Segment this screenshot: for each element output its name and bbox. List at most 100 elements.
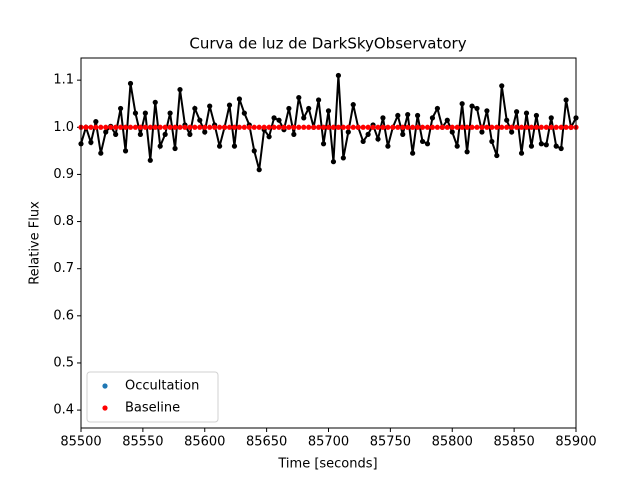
x-tick-label: 85600 — [184, 435, 225, 450]
x-tick-label: 85900 — [555, 435, 596, 450]
y-tick-label: 0.4 — [53, 403, 74, 418]
data-point — [474, 105, 480, 112]
data-point — [538, 141, 544, 147]
data-point — [568, 124, 574, 130]
data-point — [276, 117, 282, 123]
data-point — [345, 129, 351, 135]
data-point — [494, 124, 500, 130]
data-point — [484, 124, 490, 130]
data-point — [88, 139, 94, 145]
data-point — [528, 143, 535, 149]
data-point — [246, 124, 252, 130]
data-point — [177, 86, 183, 93]
data-point — [162, 131, 168, 137]
data-point — [167, 110, 173, 116]
data-point — [207, 103, 213, 109]
data-point — [454, 143, 460, 149]
data-point — [385, 124, 391, 130]
data-point — [464, 124, 470, 130]
data-point — [350, 102, 356, 108]
data-point — [415, 112, 421, 119]
data-point — [469, 103, 475, 109]
data-point — [113, 131, 119, 137]
data-point — [122, 148, 129, 154]
data-point — [553, 124, 559, 130]
data-point — [241, 124, 247, 130]
data-point — [563, 124, 569, 130]
data-point — [301, 124, 307, 130]
x-tick-label: 85650 — [246, 435, 287, 450]
data-point — [241, 110, 247, 116]
data-point — [98, 124, 104, 130]
data-point — [291, 124, 297, 130]
data-point — [286, 124, 292, 130]
data-point — [271, 124, 277, 130]
data-point — [390, 124, 396, 130]
data-point — [281, 124, 287, 130]
data-point — [231, 143, 238, 149]
data-point — [93, 124, 99, 130]
data-point — [410, 150, 416, 156]
data-point — [330, 159, 337, 165]
data-point — [474, 124, 480, 130]
data-point — [192, 124, 198, 130]
data-point — [88, 124, 94, 130]
data-point — [405, 111, 411, 118]
data-point — [177, 124, 183, 130]
data-point — [291, 131, 297, 137]
x-tick-label: 85850 — [493, 435, 534, 450]
data-point — [172, 124, 178, 130]
legend-box — [86, 371, 219, 423]
data-point — [142, 124, 148, 130]
data-point — [558, 145, 564, 152]
data-point — [504, 124, 510, 130]
data-point — [429, 115, 436, 121]
legend-marker — [102, 383, 108, 389]
data-point — [548, 115, 554, 121]
data-point — [122, 124, 129, 130]
data-point — [217, 143, 223, 149]
data-point — [479, 129, 485, 135]
data-point — [365, 124, 371, 130]
data-point — [464, 149, 470, 155]
data-point — [236, 96, 242, 102]
data-point — [514, 124, 520, 130]
data-point — [380, 115, 386, 121]
data-point — [93, 119, 99, 125]
data-point — [335, 124, 341, 130]
data-point — [415, 124, 421, 130]
data-point — [306, 105, 312, 112]
y-axis-label: Relative Flux — [28, 201, 43, 285]
data-point — [335, 72, 341, 79]
data-point — [325, 124, 332, 130]
data-point — [202, 124, 208, 130]
data-point — [325, 108, 332, 114]
y-tick-label: 1.1 — [53, 73, 74, 88]
data-point — [499, 124, 505, 130]
data-point — [459, 101, 465, 107]
data-point — [261, 124, 267, 130]
data-point — [231, 124, 238, 130]
data-point — [543, 142, 549, 148]
y-tick-label: 1.0 — [53, 120, 74, 135]
data-point — [538, 124, 544, 130]
data-point — [434, 124, 440, 130]
data-point — [127, 80, 134, 87]
legend-label: Occultation — [125, 379, 199, 394]
y-tick-label: 0.7 — [53, 261, 74, 276]
data-point — [454, 124, 460, 130]
data-point — [400, 124, 406, 130]
data-point — [137, 124, 143, 130]
data-point — [509, 124, 515, 130]
data-point — [340, 155, 346, 161]
data-point — [395, 112, 401, 119]
data-point — [286, 105, 292, 112]
data-point — [162, 124, 168, 130]
flux-line — [80, 75, 577, 170]
y-tick-label: 0.8 — [53, 214, 74, 229]
data-point — [523, 110, 530, 116]
data-point — [251, 124, 257, 130]
data-point — [444, 117, 450, 123]
data-point — [202, 129, 208, 135]
